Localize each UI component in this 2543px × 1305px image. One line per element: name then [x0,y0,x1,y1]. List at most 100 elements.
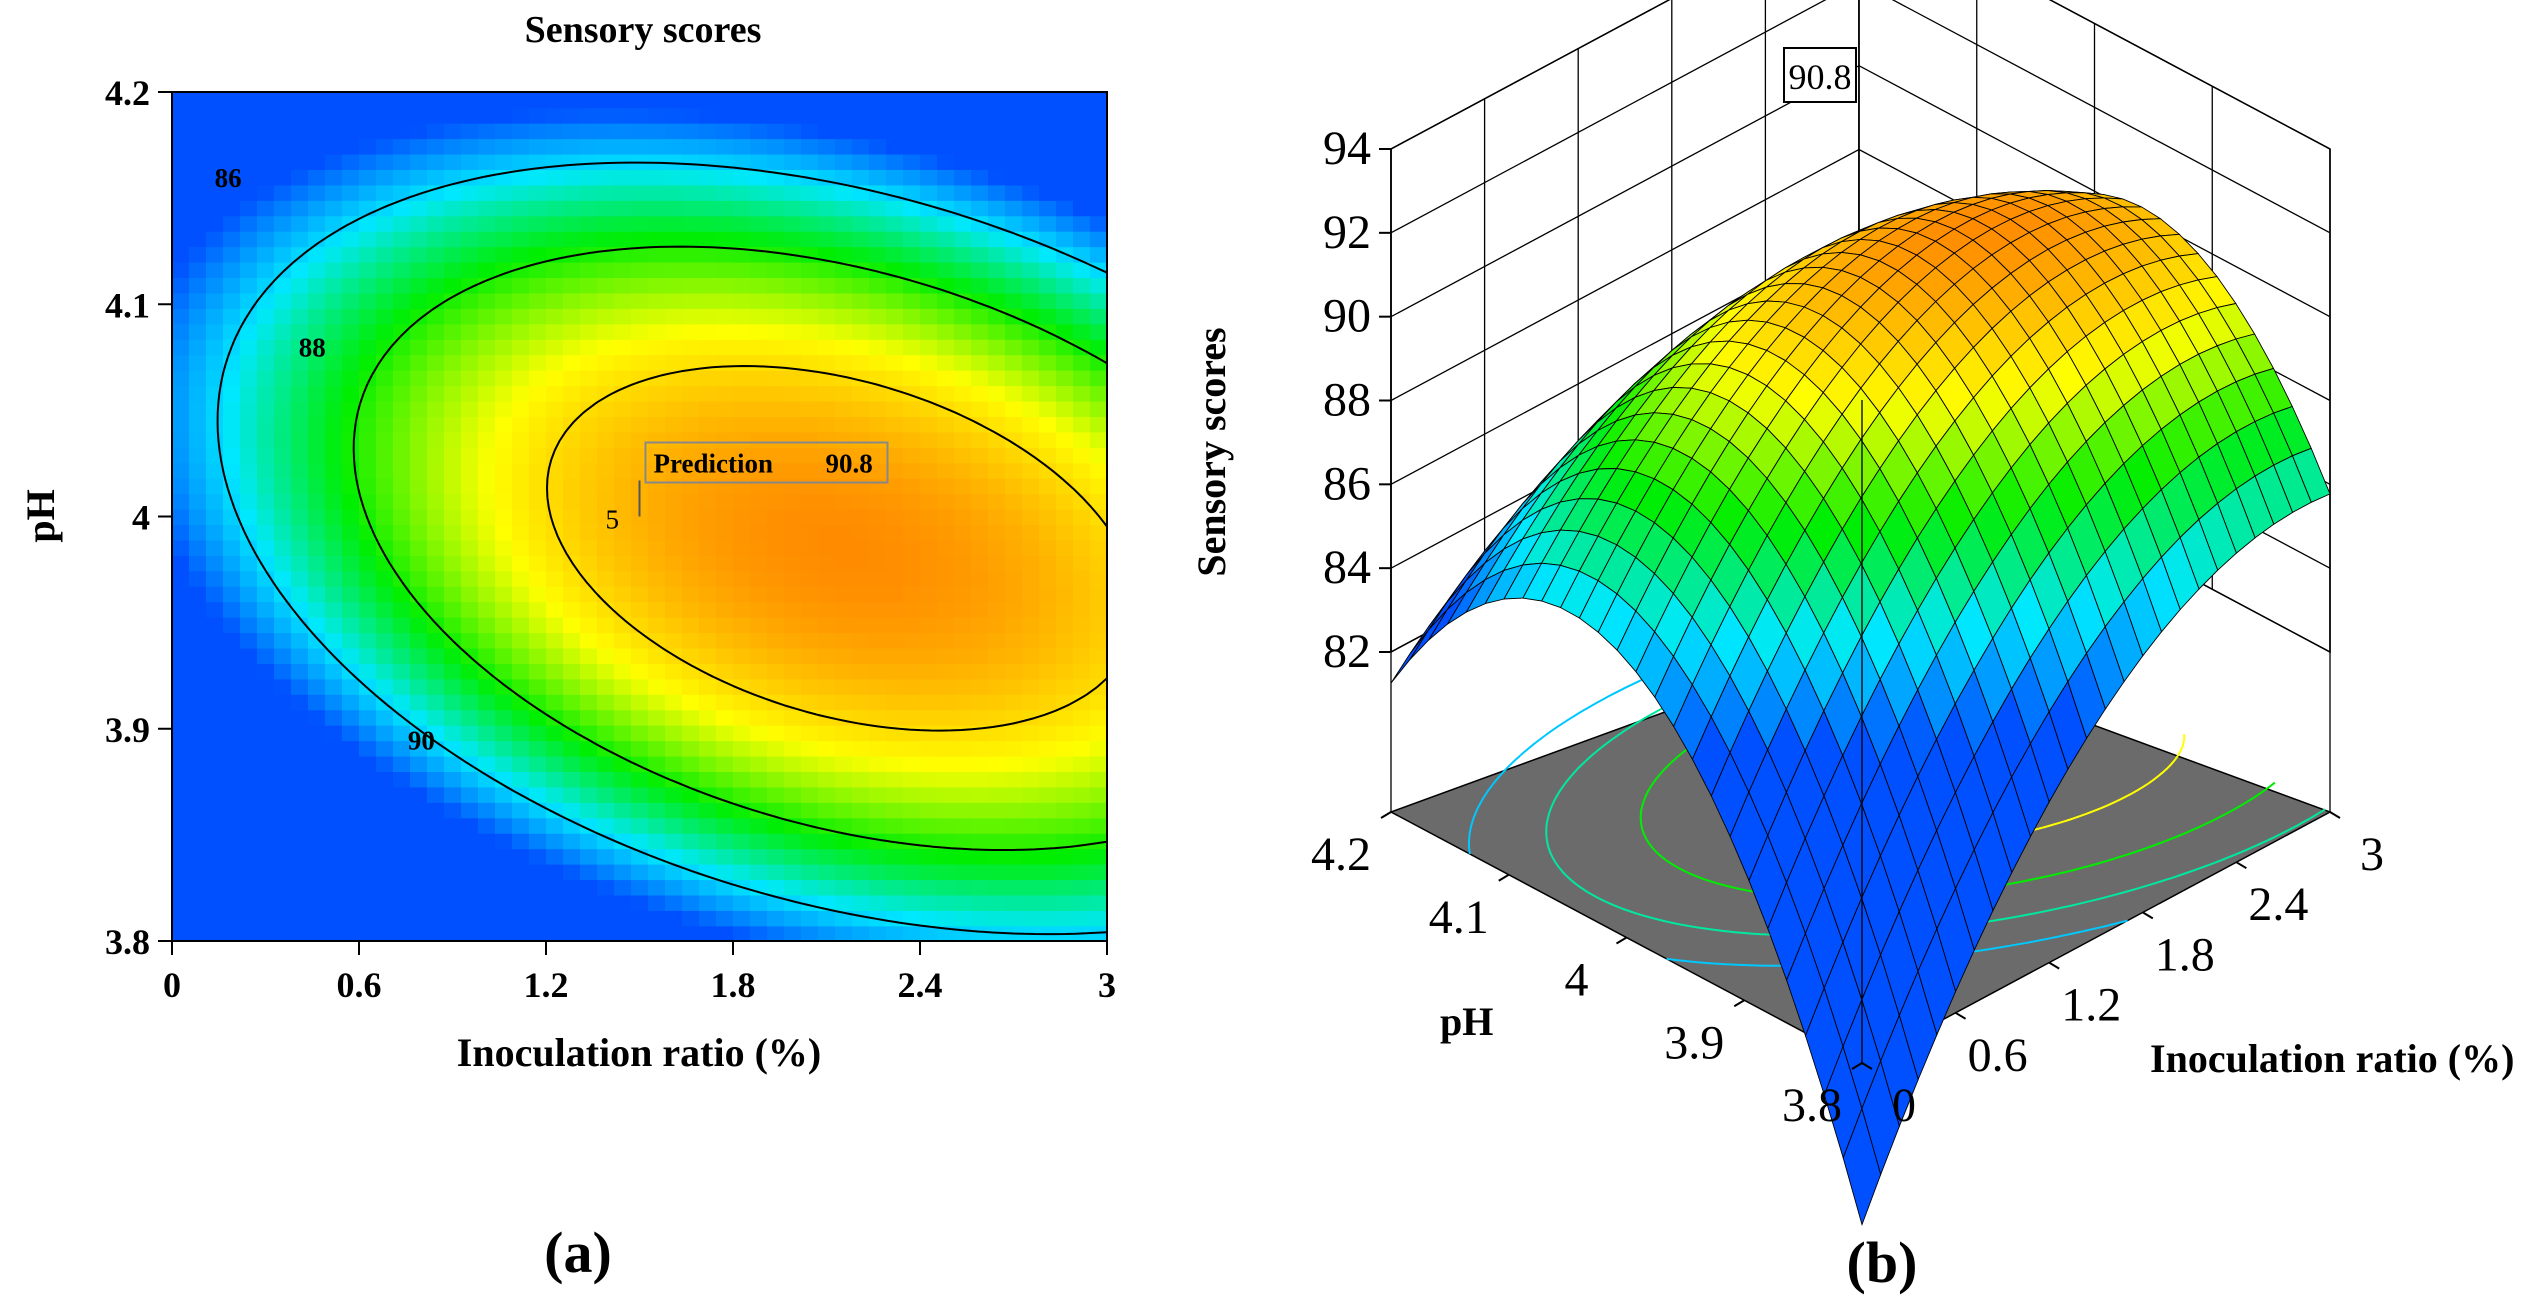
y-tick [1498,873,1510,882]
heatmap-cell [529,863,547,881]
heatmap-cell [240,632,258,649]
heatmap-cell [1005,647,1023,664]
heatmap-cell [937,261,955,279]
heatmap-cell [359,632,377,649]
heatmap-cell [1056,879,1074,896]
heatmap-cell [920,663,938,680]
heatmap-cell [835,663,853,680]
heatmap-cell [1056,261,1074,279]
contour-line [546,365,1107,732]
heatmap-cell [937,385,955,402]
heatmap-cell [1005,755,1023,772]
heatmap-cell [750,493,768,510]
heatmap-cell [478,477,496,495]
heatmap-cell [682,585,700,603]
heatmap-cell [988,724,1006,742]
heatmap-cell [852,647,870,664]
heatmap-cell [631,616,649,634]
heatmap-cell [903,771,921,788]
heatmap-cell [699,616,717,634]
heatmap-cell [240,277,258,294]
heatmap-cell [971,802,989,819]
heatmap-cell [648,369,666,387]
heatmap-cell [308,477,326,495]
heatmap-cell [835,385,853,402]
heatmap-cell [495,910,513,927]
heatmap-cell [784,292,802,309]
heatmap-cell [325,555,343,572]
heatmap-cell [903,817,921,834]
heatmap-cell [325,246,343,263]
heatmap-cell [342,832,360,850]
heatmap-cell [1039,277,1057,294]
heatmap-cell [563,724,581,742]
heatmap-cell [988,817,1006,834]
heatmap-cell [852,169,870,186]
heatmap-cell [1039,894,1057,911]
heatmap-cell [954,385,972,402]
heatmap-cell [580,508,598,526]
heatmap-cell [903,539,921,556]
heatmap-cell [359,416,377,433]
heatmap-cell [1005,786,1023,803]
heatmap-cell [954,848,972,865]
heatmap-cell [1056,169,1074,186]
heatmap-cell [852,925,870,941]
heatmap-cell [410,694,428,711]
heatmap-cell [1005,724,1023,742]
heatmap-cell [648,493,666,510]
heatmap-cell [257,107,275,124]
heatmap-cell [223,431,241,448]
heatmap-cell [512,925,530,941]
heatmap-cell [359,169,377,186]
heatmap-cell [206,323,224,340]
heatmap-cell [835,925,853,941]
heatmap-cell [716,107,734,124]
heatmap-cell [1039,246,1057,263]
heatmap-cell [835,879,853,896]
heatmap-cell [376,462,394,479]
heatmap-cell [325,215,343,232]
heatmap-cell [478,771,496,788]
heatmap-cell [665,107,683,124]
heatmap-cell [767,122,785,140]
heatmap-cell [835,447,853,464]
heatmap-cell [495,678,513,695]
heatmap-cell [614,724,632,742]
heatmap-cell [614,539,632,556]
heatmap-cell [291,493,309,510]
heatmap-cell [988,447,1006,464]
heatmap-cell [580,261,598,279]
heatmap-cell [529,740,547,757]
heatmap-cell [257,184,275,201]
heatmap-cell [461,555,479,572]
heatmap-cell [376,832,394,850]
heatmap-cell [563,261,581,279]
heatmap-cell [325,817,343,834]
heatmap-cell [733,369,751,387]
heatmap-cell [563,601,581,618]
heatmap-cell [563,447,581,464]
heatmap-cell [665,863,683,881]
heatmap-cell [631,724,649,742]
heatmap-cell [988,678,1006,695]
heatmap-cell [1073,107,1091,124]
heatmap-cell [988,539,1006,556]
heatmap-cell [410,524,428,541]
heatmap-cell [1022,848,1040,865]
heatmap-cell [682,802,700,819]
heatmap-cell [359,910,377,927]
heatmap-cell [223,277,241,294]
heatmap-cell [274,724,292,742]
heatmap-cell [971,323,989,340]
heatmap-cell [580,447,598,464]
heatmap-cell [427,585,445,603]
heatmap-cell [1022,678,1040,695]
heatmap-cell [869,323,887,340]
heatmap-cell [631,246,649,263]
heatmap-cell [325,848,343,865]
heatmap-cell [529,910,547,927]
heatmap-cell [376,894,394,911]
heatmap-cell [614,802,632,819]
heatmap-cell [495,308,513,325]
